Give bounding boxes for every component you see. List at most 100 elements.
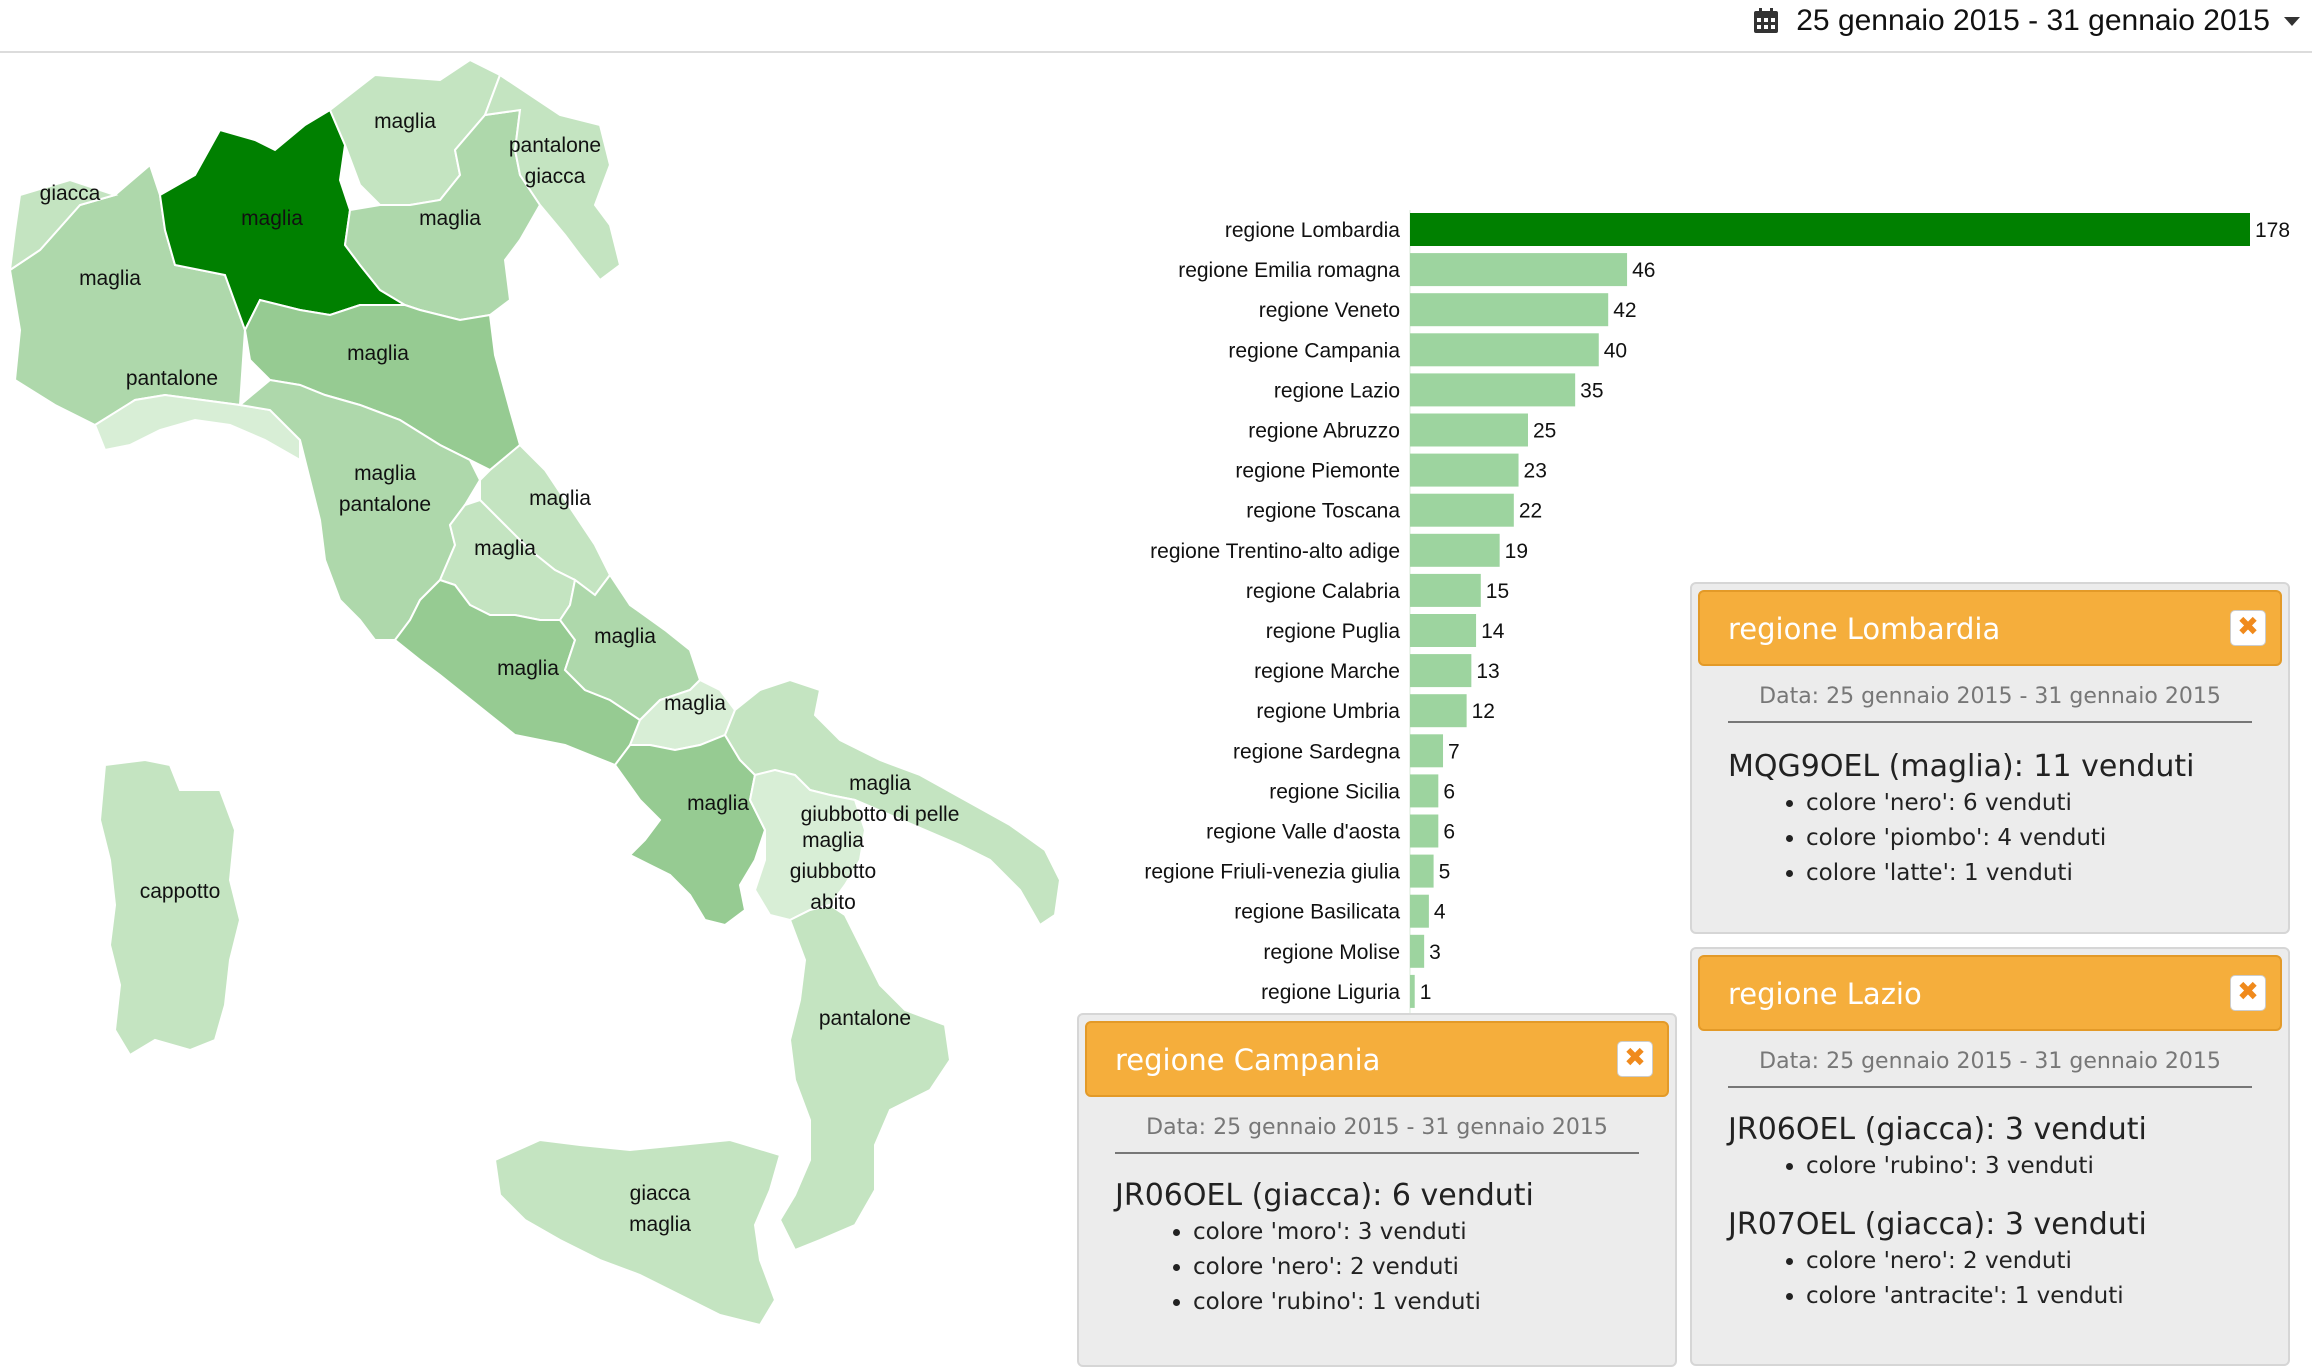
map-region-label: maglia [664,692,726,715]
popup-campania: regione Campania ✖ Data: 25 gennaio 2015… [1077,1013,1677,1367]
bar-category-label: regione Sicilia [1269,780,1400,803]
bar[interactable] [1410,373,1576,407]
region-liguria[interactable] [93,393,301,462]
map-region-label: cappotto [140,880,221,903]
top-bar: 25 gennaio 2015 - 31 gennaio 2015 [0,0,2312,53]
bar[interactable] [1410,734,1444,768]
map-region-label: maglia [419,207,481,230]
color-breakdown-item: colore 'rubino': 1 venduti [1193,1285,1655,1320]
color-breakdown-item: colore 'nero': 2 venduti [1193,1250,1655,1285]
bar[interactable] [1410,934,1425,968]
close-icon[interactable]: ✖ [1617,1041,1653,1077]
bar[interactable] [1410,333,1599,367]
bar-value-label: 1 [1420,981,1432,1004]
bar-category-label: regione Calabria [1246,580,1400,603]
bar[interactable] [1410,213,2250,246]
color-breakdown-item: colore 'nero': 6 venduti [1806,786,2268,821]
bar-category-label: regione Umbria [1256,700,1400,723]
bar[interactable] [1410,614,1477,647]
bar[interactable] [1410,694,1467,728]
color-breakdown-item: colore 'moro': 3 venduti [1193,1215,1655,1250]
region-basilicata[interactable] [748,768,867,922]
product-title: JR06OEL (giacca): 3 venduti [1728,1112,2147,1147]
close-icon[interactable]: ✖ [2230,610,2266,646]
bar[interactable] [1410,573,1481,607]
bar-value-label: 5 [1439,861,1451,884]
popup-lazio: regione Lazio ✖ Data: 25 gennaio 2015 - … [1690,947,2290,1366]
bar-value-label: 35 [1580,379,1603,402]
bar-value-label: 40 [1604,339,1627,362]
bar[interactable] [1410,854,1434,888]
region-veneto[interactable] [343,108,542,322]
bar-category-label: regione Toscana [1246,500,1400,523]
popup-date-range: Data: 25 gennaio 2015 - 31 gennaio 2015 [1115,1115,1639,1154]
map-region-label: maglia [802,829,864,852]
calendar-icon [1754,8,1779,33]
bar-value-label: 6 [1443,780,1455,803]
bar-category-label: regione Piemonte [1235,460,1400,483]
bar[interactable] [1410,974,1415,1008]
bar[interactable] [1410,774,1439,808]
bar[interactable] [1410,493,1514,527]
color-breakdown-item: colore 'piombo': 4 venduti [1806,821,2268,856]
region-sicilia[interactable] [493,1138,782,1327]
map-region-label: pantalone [819,1007,911,1030]
bar-value-label: 6 [1443,821,1455,844]
map-region-label: pantalone [126,367,218,390]
popup-body: JR06OEL (giacca): 6 venduticolore 'moro'… [1115,1177,1655,1342]
bar-value-label: 19 [1505,540,1528,563]
region-sardegna[interactable] [98,758,242,1057]
product-entry: JR06OEL (giacca): 3 venduticolore 'rubin… [1728,1111,2268,1184]
map-region-label: maglia [529,487,591,510]
map-region-label: abito [810,891,856,914]
bar-category-label: regione Valle d'aosta [1206,821,1400,844]
color-breakdown-list: colore 'nero': 2 venduticolore 'antracit… [1728,1244,2268,1314]
region-friuli-venezia-giulia[interactable] [483,73,622,282]
product-entry: JR06OEL (giacca): 6 venduticolore 'moro'… [1115,1177,1655,1320]
date-range-picker[interactable]: 25 gennaio 2015 - 31 gennaio 2015 [1752,4,2300,38]
bar[interactable] [1410,253,1628,287]
bar[interactable] [1410,413,1528,447]
bar-value-label: 25 [1533,420,1556,443]
close-icon[interactable]: ✖ [2230,975,2266,1011]
bar[interactable] [1410,894,1429,928]
bar-value-label: 13 [1476,660,1499,683]
map-region-label: giacca [630,1182,691,1205]
color-breakdown-item: colore 'nero': 2 venduti [1806,1244,2268,1279]
map-region-label: maglia [687,792,749,815]
bar-value-label: 12 [1472,700,1495,723]
region-campania[interactable] [613,733,767,927]
map-region-label: pantalone [509,134,601,157]
bar[interactable] [1410,533,1500,567]
bar-category-label: regione Marche [1254,660,1400,683]
bar[interactable] [1410,293,1609,327]
bar-value-label: 178 [2255,219,2290,242]
bar[interactable] [1410,654,1472,688]
map-region-label: giubbotto [790,860,876,883]
region-valle-d-aosta[interactable] [8,178,119,273]
bar-category-label: regione Lombardia [1225,219,1400,242]
bar-category-label: regione Trentino-alto adige [1150,540,1400,563]
date-range-label: 25 gennaio 2015 - 31 gennaio 2015 [1796,4,2270,37]
bar-category-label: regione Sardegna [1233,740,1400,763]
bar-value-label: 46 [1632,259,1655,282]
popup-header: regione Campania ✖ [1085,1021,1669,1097]
bar-value-label: 4 [1434,901,1446,924]
bar[interactable] [1410,814,1439,848]
bar[interactable] [1410,453,1519,487]
product-title: JR07OEL (giacca): 3 venduti [1728,1207,2147,1242]
map-region-label: maglia [629,1213,691,1236]
map-region-label: maglia [849,772,911,795]
map-region-label: maglia [347,342,409,365]
color-breakdown-item: colore 'antracite': 1 venduti [1806,1279,2268,1314]
bar-category-label: regione Abruzzo [1248,420,1400,443]
bar-category-label: regione Campania [1228,339,1400,362]
region-calabria[interactable] [778,903,952,1252]
popup-date-range: Data: 25 gennaio 2015 - 31 gennaio 2015 [1728,684,2252,723]
map-region-label: maglia [79,267,141,290]
bar-value-label: 22 [1519,500,1542,523]
bar-value-label: 14 [1481,620,1505,643]
color-breakdown-list: colore 'moro': 3 venduticolore 'nero': 2… [1115,1215,1655,1320]
bar-value-label: 3 [1429,941,1441,964]
